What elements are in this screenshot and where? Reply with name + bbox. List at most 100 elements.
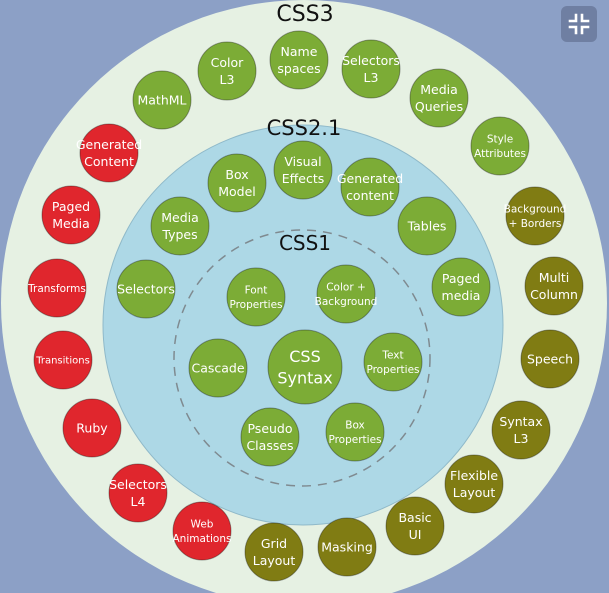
module-pseudo-classes: Pseudo Classes xyxy=(240,407,300,467)
css21-label: CSS2.1 xyxy=(267,116,342,140)
module-label: Color + xyxy=(326,282,366,294)
module-label: Selectors xyxy=(109,477,167,492)
module-label: Font xyxy=(245,285,268,297)
exit-fullscreen-icon xyxy=(568,13,590,35)
module-label: L3 xyxy=(220,72,235,87)
module-name-spaces: Name spaces xyxy=(269,30,329,90)
module-label: Flexible xyxy=(450,468,498,483)
module-label: Ruby xyxy=(76,421,108,436)
module-label: Background xyxy=(504,204,567,216)
module-label: Paged xyxy=(52,199,90,214)
module-label: Name xyxy=(281,44,318,59)
module-label: content xyxy=(346,188,394,203)
module-label: UI xyxy=(409,527,422,542)
module-label: Transforms xyxy=(27,283,86,295)
module-label: Animations xyxy=(172,533,231,545)
module-visual-effects: Visual Effects xyxy=(273,140,333,200)
css1-node xyxy=(363,332,423,392)
module-label: Speech xyxy=(527,352,573,367)
module-label: Box xyxy=(225,167,248,182)
module-label: L3 xyxy=(514,431,529,446)
module-label: Box xyxy=(345,420,365,432)
module-label: Style xyxy=(487,134,513,146)
css3-node xyxy=(520,329,580,389)
module-box-model: Box Model xyxy=(207,153,267,213)
css1-node xyxy=(226,267,286,327)
module-label: Multi xyxy=(539,270,570,285)
css21-node xyxy=(397,196,457,256)
module-label: Properties xyxy=(328,434,381,446)
css3-node xyxy=(444,454,504,514)
css21-node xyxy=(207,153,267,213)
module-label: Basic xyxy=(398,510,431,525)
module-transforms: Transforms xyxy=(27,258,87,318)
module-label: Selectors xyxy=(117,282,175,297)
module-label: Queries xyxy=(415,99,463,114)
module-label: Text xyxy=(381,350,403,362)
module-speech: Speech xyxy=(520,329,580,389)
css21-node xyxy=(273,140,333,200)
module-label: Masking xyxy=(321,540,373,555)
css3-node xyxy=(244,522,304,582)
css1-label: CSS1 xyxy=(279,231,331,255)
module-label: L3 xyxy=(364,70,379,85)
module-label: media xyxy=(442,288,481,303)
module-masking: Masking xyxy=(317,517,377,577)
module-label: Model xyxy=(218,184,256,199)
module-label: Color xyxy=(211,55,244,70)
css3-node xyxy=(491,400,551,460)
module-multi-column: Multi Column xyxy=(524,256,584,316)
css1-node xyxy=(240,407,300,467)
module-box-properties: Box Properties xyxy=(325,402,385,462)
module-color-l3: Color L3 xyxy=(197,41,257,101)
css3-node xyxy=(33,330,93,390)
module-label: Background xyxy=(315,296,378,308)
module-label: Grid xyxy=(261,536,287,551)
module-flexible-layout: Flexible Layout xyxy=(444,454,504,514)
css1-node xyxy=(188,338,248,398)
css3-label: CSS3 xyxy=(276,2,333,27)
module-label: Cascade xyxy=(191,361,244,376)
module-label: Classes xyxy=(246,438,293,453)
css3-node xyxy=(409,68,469,128)
module-label: Effects xyxy=(282,171,325,186)
module-label: Web xyxy=(191,519,214,531)
css1-ring xyxy=(173,229,431,487)
exit-fullscreen-button[interactable] xyxy=(561,6,597,42)
module-label: Transitions xyxy=(35,356,90,367)
module-cascade: Cascade xyxy=(188,338,248,398)
module-label: Attributes xyxy=(474,148,526,160)
module-label: Content xyxy=(84,154,134,169)
module-label: Selectors xyxy=(342,53,400,68)
module-label: Types xyxy=(161,227,197,242)
module-selectors-l4: Selectors L4 xyxy=(108,463,168,523)
module-label: Visual xyxy=(284,154,321,169)
module-label: Tables xyxy=(407,219,447,234)
module-label: Media xyxy=(420,82,458,97)
module-background-borders: Background + Borders xyxy=(504,186,567,246)
module-label: MathML xyxy=(137,93,186,108)
module-selectors: Selectors xyxy=(116,259,176,319)
module-label: Paged xyxy=(442,271,480,286)
css1-node xyxy=(325,402,385,462)
module-label: Media xyxy=(161,210,199,225)
css1-node xyxy=(316,264,376,324)
module-label: Syntax xyxy=(277,369,332,388)
css3-node xyxy=(108,463,168,523)
module-label: CSS xyxy=(289,347,320,366)
module-label: Properties xyxy=(366,364,419,376)
css3-node xyxy=(524,256,584,316)
module-font-properties: Font Properties xyxy=(226,267,286,327)
module-label: Pseudo xyxy=(247,421,292,436)
module-paged-media: Paged media xyxy=(431,257,491,317)
module-label: Layout xyxy=(253,553,296,568)
css3-node xyxy=(62,398,122,458)
module-media-types: Media Types xyxy=(150,196,210,256)
module-label: Column xyxy=(530,287,578,302)
module-label: Generated xyxy=(76,137,142,152)
module-web-animations: Web Animations xyxy=(172,501,232,561)
module-selectors-l3: Selectors L3 xyxy=(341,39,401,99)
module-media-queries: Media Queries xyxy=(409,68,469,128)
css21-node xyxy=(150,196,210,256)
